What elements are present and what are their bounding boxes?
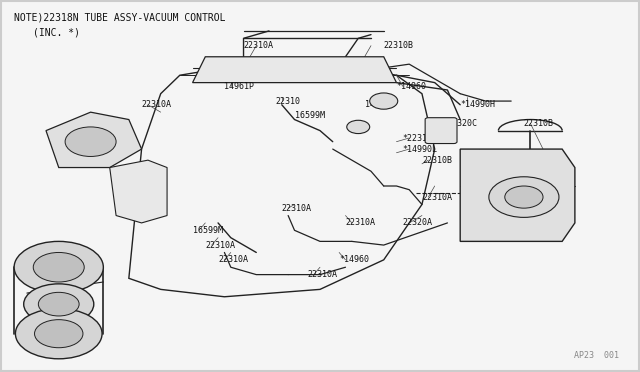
FancyBboxPatch shape: [425, 118, 457, 144]
Circle shape: [370, 93, 397, 109]
Text: 22310: 22310: [275, 97, 300, 106]
Text: 22310A: 22310A: [218, 255, 248, 264]
Text: NOTE)22318N TUBE ASSY-VACUUM CONTROL: NOTE)22318N TUBE ASSY-VACUUM CONTROL: [14, 13, 226, 22]
Circle shape: [15, 309, 102, 359]
Circle shape: [489, 177, 559, 217]
Polygon shape: [193, 57, 396, 83]
Text: 22310A: 22310A: [282, 203, 312, 213]
Text: *14960: *14960: [396, 82, 426, 91]
Text: 22310A: 22310A: [205, 241, 236, 250]
Polygon shape: [460, 149, 575, 241]
Circle shape: [505, 186, 543, 208]
Circle shape: [65, 127, 116, 157]
Text: *14990L: *14990L: [403, 145, 438, 154]
Text: 16599M: 16599M: [294, 111, 324, 121]
Text: 22310B: 22310B: [524, 119, 554, 128]
Text: 16599M: 16599M: [193, 226, 223, 235]
Circle shape: [347, 120, 370, 134]
Text: (INC. *): (INC. *): [33, 27, 80, 37]
Text: 22320A: 22320A: [403, 218, 433, 227]
Polygon shape: [46, 112, 141, 167]
Text: *14960: *14960: [339, 255, 369, 264]
Text: 22310A: 22310A: [244, 41, 273, 50]
Text: AP23  001: AP23 001: [575, 350, 620, 359]
Circle shape: [14, 241, 103, 293]
Circle shape: [35, 320, 83, 348]
Text: 14960B: 14960B: [365, 100, 395, 109]
Text: 22310B: 22310B: [384, 41, 413, 50]
Text: 22320C: 22320C: [447, 119, 477, 128]
Text: 22310B: 22310B: [422, 155, 452, 165]
Circle shape: [33, 253, 84, 282]
Text: 22310A: 22310A: [422, 193, 452, 202]
Text: *14990H: *14990H: [460, 100, 495, 109]
Text: 22310A: 22310A: [307, 270, 337, 279]
Circle shape: [24, 284, 94, 324]
Text: 22310A: 22310A: [346, 218, 376, 227]
Polygon shape: [109, 160, 167, 223]
Circle shape: [38, 292, 79, 316]
Text: 22310A: 22310A: [141, 100, 172, 109]
Text: 14961P: 14961P: [225, 82, 255, 91]
Text: *22310B: *22310B: [403, 134, 438, 142]
